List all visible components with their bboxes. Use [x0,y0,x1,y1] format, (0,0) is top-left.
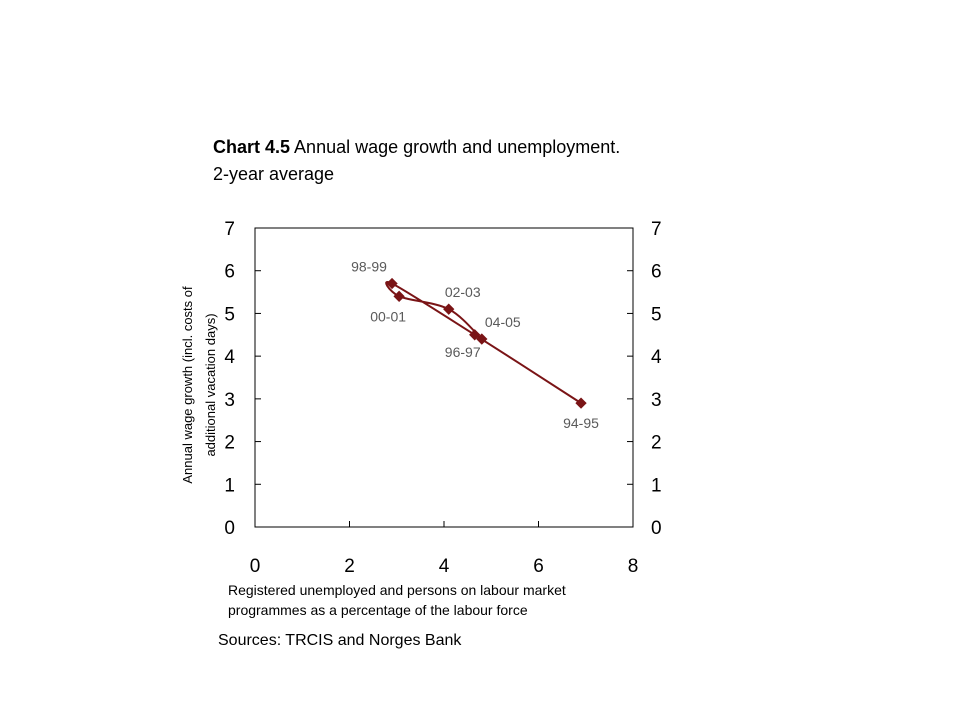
data-point-label: 98-99 [351,259,387,275]
y2-tick-label: 6 [651,262,662,283]
source-note: Sources: TRCIS and Norges Bank [218,632,462,649]
x-tick-label: 8 [628,556,639,577]
y2-tick-label: 3 [651,390,662,411]
y-tick-label: 5 [224,304,235,325]
data-point-marker [476,333,488,345]
chart-title-prefix: Chart 4.5 [213,137,291,157]
data-point-marker [575,397,587,409]
y-tick-label: 0 [224,518,235,539]
y-tick-label: 7 [224,219,235,240]
data-point-marker [469,329,481,341]
plot-area [254,227,634,528]
chart-title: Chart 4.5 Annual wage growth and unemplo… [213,134,620,188]
data-point-label: 00-01 [370,308,406,324]
y2-tick-label: 1 [651,475,662,496]
data-point-label: 04-05 [485,314,521,330]
x-axis-label-line-2: programmes as a percentage of the labour… [228,602,528,618]
chart-title-text: Annual wage growth and unemployment. [294,137,621,157]
data-point-label: 96-97 [445,344,481,360]
y2-tick-label: 0 [651,518,662,539]
y-tick-label: 2 [224,433,235,454]
y2-tick-label: 5 [651,304,662,325]
x-tick-label: 4 [439,556,450,577]
chart-title-line-1: Chart 4.5 Annual wage growth and unemplo… [213,134,620,161]
y2-tick-label: 2 [651,433,662,454]
data-point-marker [443,303,455,315]
data-point-label: 02-03 [445,284,481,300]
x-axis-label: Registered unemployed and persons on lab… [228,580,628,620]
y-tick-label: 6 [224,262,235,283]
data-point-label: 94-95 [563,415,599,431]
x-tick-label: 0 [250,556,261,577]
y-tick-label: 4 [224,347,235,368]
chart-title-line-2: 2-year average [213,164,335,184]
data-point-marker [393,290,405,302]
y-axis-right: 0 1 2 3 4 5 6 7 [627,219,662,539]
x-tick-label: 6 [533,556,544,577]
y2-tick-label: 4 [651,347,662,368]
y-tick-label: 3 [224,390,235,411]
x-axis-label-line-1: Registered unemployed and persons on lab… [228,582,566,598]
y2-tick-label: 7 [651,219,662,240]
data-point-marker [386,277,398,290]
y-axis-label-line-2: additional vacation days) [203,313,218,456]
y-axis-left: 0 1 2 3 4 5 6 7 [224,219,261,539]
y-axis-label-line-1: Annual wage growth (incl. costs of [180,286,195,484]
x-tick-label: 2 [344,556,355,577]
series-layer [385,277,587,409]
x-axis: 0 2 4 6 8 [250,521,639,577]
y-tick-label: 1 [224,475,235,496]
